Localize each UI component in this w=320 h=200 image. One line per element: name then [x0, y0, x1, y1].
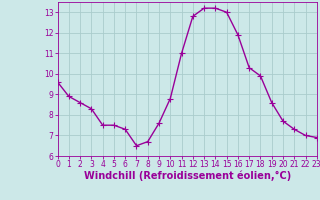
- X-axis label: Windchill (Refroidissement éolien,°C): Windchill (Refroidissement éolien,°C): [84, 171, 291, 181]
